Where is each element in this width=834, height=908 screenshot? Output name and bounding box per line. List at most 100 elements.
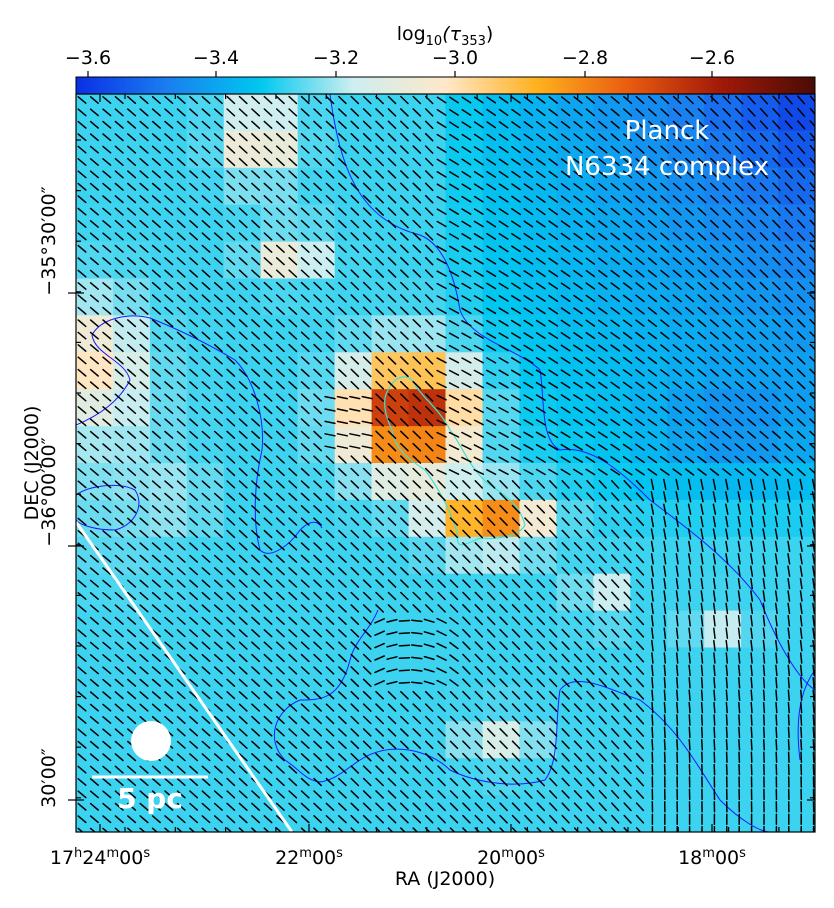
polarization-vector [573, 765, 583, 774]
polarization-vector [449, 715, 459, 725]
polarization-vector [176, 715, 186, 725]
polarization-vector [722, 294, 732, 303]
polarization-vector [176, 343, 186, 353]
polarization-vector [610, 369, 621, 377]
polarization-vector [325, 108, 335, 117]
polarization-vector [524, 790, 533, 799]
polarization-vector [201, 356, 211, 365]
polarization-vector [713, 701, 716, 714]
polarization-vector [448, 158, 460, 166]
polarization-vector [89, 133, 99, 142]
colorbar-tick-label: −2.8 [562, 47, 608, 69]
polarization-vector [548, 394, 559, 401]
polarization-vector [114, 529, 124, 539]
optical-depth-pixel [334, 721, 373, 759]
polarization-vector [462, 703, 471, 712]
polarization-vector [189, 666, 199, 675]
polarization-vector [189, 740, 199, 749]
polarization-vector [338, 815, 347, 824]
polarization-vector [787, 590, 791, 602]
polarization-vector [738, 677, 741, 689]
optical-depth-pixel [556, 721, 594, 759]
polarization-vector [139, 368, 149, 377]
polarization-vector [251, 170, 261, 179]
polarization-vector [238, 616, 248, 625]
polarization-vector [697, 182, 707, 191]
polarization-vector [535, 195, 546, 203]
polarization-vector [362, 157, 372, 167]
polarization-vector [651, 677, 654, 689]
polarization-vector [226, 554, 236, 563]
y-tick-label: −35°30′00″ [38, 186, 60, 295]
polarization-vector [201, 133, 211, 142]
polarization-vector [511, 579, 521, 588]
polarization-vector [573, 443, 583, 451]
polarization-vector [536, 579, 546, 588]
polarization-vector [387, 579, 397, 588]
polarization-vector [375, 492, 384, 502]
polarization-vector [759, 95, 769, 105]
polarization-vector [164, 120, 174, 129]
polarization-vector [102, 294, 112, 303]
polarization-vector [688, 664, 691, 677]
polarization-vector [688, 590, 692, 602]
polarization-vector [560, 294, 571, 302]
polarization-vector [585, 245, 596, 253]
polarization-vector [374, 667, 385, 674]
polarization-vector [700, 664, 704, 677]
polarization-vector [338, 219, 347, 229]
polarization-vector [325, 467, 335, 477]
polarization-vector [635, 120, 645, 129]
colorbar-tick-label: −3.2 [313, 47, 359, 69]
polarization-vector [809, 331, 815, 339]
polarization-vector [151, 405, 161, 415]
polarization-vector [784, 455, 794, 464]
polarization-vector [139, 529, 149, 539]
polarization-vector [598, 182, 608, 191]
polarization-vector [213, 170, 223, 179]
optical-depth-pixel [76, 610, 114, 649]
polarization-vector [102, 579, 112, 588]
polarization-vector [713, 615, 716, 627]
polarization-vector [89, 480, 99, 489]
optical-depth-pixel [630, 167, 668, 206]
optical-depth-pixel [260, 536, 299, 575]
optical-depth-pixel [778, 463, 815, 501]
polarization-vector [510, 381, 522, 389]
polarization-vector [238, 443, 248, 452]
polarization-vector [663, 677, 666, 689]
polarization-vector [523, 133, 534, 141]
colorbar-label: log10(τ353) [397, 23, 494, 49]
polarization-vector [164, 195, 174, 204]
polarization-vector [288, 257, 298, 266]
optical-depth-pixel [667, 573, 705, 612]
polarization-vector [263, 542, 273, 551]
polarization-vector [114, 281, 124, 291]
polarization-vector [812, 689, 815, 701]
polarization-vector [660, 356, 670, 365]
polarization-vector [573, 604, 583, 613]
polarization-vector [771, 381, 781, 390]
polarization-vector [796, 381, 806, 390]
polarization-vector [300, 703, 310, 712]
polarization-vector [712, 577, 716, 590]
polarization-vector [737, 478, 741, 491]
polarization-vector [523, 319, 534, 327]
polarization-vector [811, 515, 815, 528]
optical-depth-pixel [149, 610, 188, 649]
polarization-vector [548, 419, 559, 426]
optical-depth-pixel [113, 573, 151, 612]
optical-depth-pixel [630, 795, 668, 832]
polarization-vector [549, 802, 558, 812]
polarization-vector [737, 627, 741, 639]
polarization-vector [424, 554, 434, 564]
optical-depth-pixel [297, 610, 336, 649]
polarization-vector [114, 802, 124, 811]
polarization-vector [651, 627, 654, 639]
polarization-vector [436, 208, 447, 215]
polarization-vector [102, 306, 112, 315]
polarization-vector [597, 468, 608, 476]
polarization-vector [164, 331, 174, 340]
polarization-vector [102, 654, 112, 662]
polarization-vector [499, 517, 508, 526]
